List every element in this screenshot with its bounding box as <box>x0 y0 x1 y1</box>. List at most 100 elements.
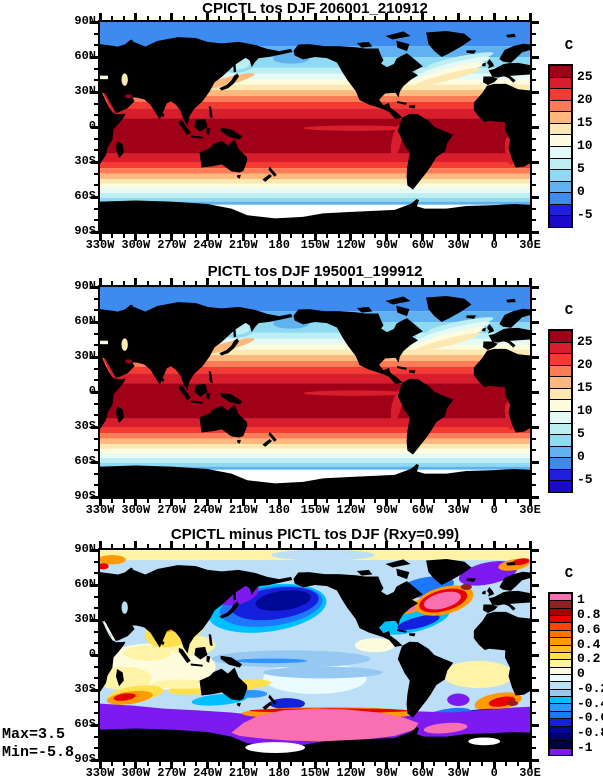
axis-tick-y <box>94 379 98 382</box>
axis-tick-x <box>445 234 448 238</box>
axis-tick-x <box>290 16 293 20</box>
landmass <box>506 561 516 566</box>
axis-tick-y <box>532 285 539 289</box>
axis-tick-x <box>182 234 185 238</box>
axis-tick-x <box>254 499 257 503</box>
axis-tick-x <box>337 762 340 766</box>
landmass <box>426 30 472 57</box>
x-tick-label: 30E <box>519 503 541 517</box>
colorbar-tick-label: 20 <box>577 356 593 372</box>
axis-tick-x <box>456 762 460 769</box>
axis-tick-x <box>469 762 472 766</box>
sst-feature <box>200 73 255 90</box>
landmass <box>466 50 477 54</box>
axis-tick-y <box>532 297 536 300</box>
landmass <box>499 43 530 63</box>
map-panel1 <box>98 20 532 234</box>
axis-tick-y <box>532 402 536 405</box>
axis-tick-y <box>91 285 98 289</box>
axis-tick-x <box>505 544 508 548</box>
axis-tick-x <box>445 544 448 548</box>
axis-tick-x <box>409 281 412 285</box>
map-panel2 <box>98 285 532 499</box>
axis-tick-y <box>532 114 536 117</box>
axis-tick-x <box>492 13 496 20</box>
axis-tick-x <box>122 16 125 20</box>
y-tick-label: 90N <box>74 279 96 293</box>
y-tick-label: 0 <box>88 647 96 661</box>
axis-tick-x <box>373 762 376 766</box>
axis-tick-x <box>373 234 376 238</box>
axis-tick-x <box>409 499 412 503</box>
landmass <box>293 572 423 647</box>
axis-tick-x <box>194 281 197 285</box>
caspian-sea <box>121 338 128 351</box>
axis-tick-x <box>98 762 102 769</box>
axis-tick-x <box>361 544 364 548</box>
axis-tick-x <box>134 234 138 241</box>
x-tick-label: 300W <box>121 503 151 517</box>
axis-tick-y <box>94 79 98 82</box>
x-tick-label: 300W <box>121 238 151 252</box>
axis-tick-y <box>532 55 539 59</box>
axis-tick-y <box>91 20 98 24</box>
colorbar3 <box>548 592 573 756</box>
landmass <box>100 89 126 164</box>
landmass <box>232 590 237 601</box>
axis-tick-y <box>532 665 536 668</box>
axis-tick-y <box>532 172 536 175</box>
sst-band <box>100 90 530 96</box>
colorbar-tick-label: 0.8 <box>577 607 601 623</box>
axis-tick-y <box>94 172 98 175</box>
axis-tick-x <box>230 544 233 548</box>
axis-tick-y <box>532 67 536 70</box>
sst-band <box>100 73 530 80</box>
axis-tick-x <box>433 281 436 285</box>
landmass <box>100 726 530 760</box>
x-tick-label: 30W <box>447 238 470 252</box>
axis-tick-y <box>532 149 536 152</box>
axis-tick-x <box>266 234 269 238</box>
landmass <box>396 40 410 52</box>
axis-tick-x <box>505 234 508 238</box>
sst-feature <box>427 52 494 68</box>
axis-tick-x <box>492 499 496 506</box>
axis-tick-x <box>397 762 400 766</box>
axis-tick-x <box>266 16 269 20</box>
axis-tick-y <box>532 747 536 750</box>
axis-tick-x <box>397 281 400 285</box>
landmass <box>488 327 530 343</box>
landmass <box>220 392 243 405</box>
landmass <box>125 567 134 575</box>
axis-tick-y <box>94 677 98 680</box>
axis-tick-x <box>325 281 328 285</box>
diff-anomaly-blob <box>151 679 216 689</box>
axis-tick-x <box>302 16 305 20</box>
axis-tick-x <box>277 13 281 20</box>
sst-band <box>100 349 530 356</box>
axis-tick-y <box>94 102 98 105</box>
axis-tick-x <box>421 278 424 285</box>
axis-tick-x <box>456 278 460 285</box>
axis-tick-x <box>349 234 353 241</box>
axis-tick-x <box>469 281 472 285</box>
axis-tick-x <box>302 544 305 548</box>
landmass <box>487 323 495 334</box>
axis-tick-x <box>409 234 412 238</box>
axis-tick-x <box>528 762 532 769</box>
landmass <box>397 641 454 718</box>
landmass <box>408 633 416 637</box>
axis-tick-x <box>313 541 317 548</box>
landmass <box>481 327 486 332</box>
colorbar-cell <box>549 747 572 756</box>
axis-tick-x <box>146 234 149 238</box>
axis-tick-x <box>456 234 460 241</box>
axis-tick-x <box>397 499 400 503</box>
x-tick-label: 90W <box>375 238 398 252</box>
axis-tick-x <box>433 762 436 766</box>
axis-tick-x <box>158 544 161 548</box>
y-tick-label: 0 <box>88 384 96 398</box>
landmass <box>396 305 410 317</box>
axis-tick-x <box>481 544 484 548</box>
landmass <box>115 141 124 159</box>
